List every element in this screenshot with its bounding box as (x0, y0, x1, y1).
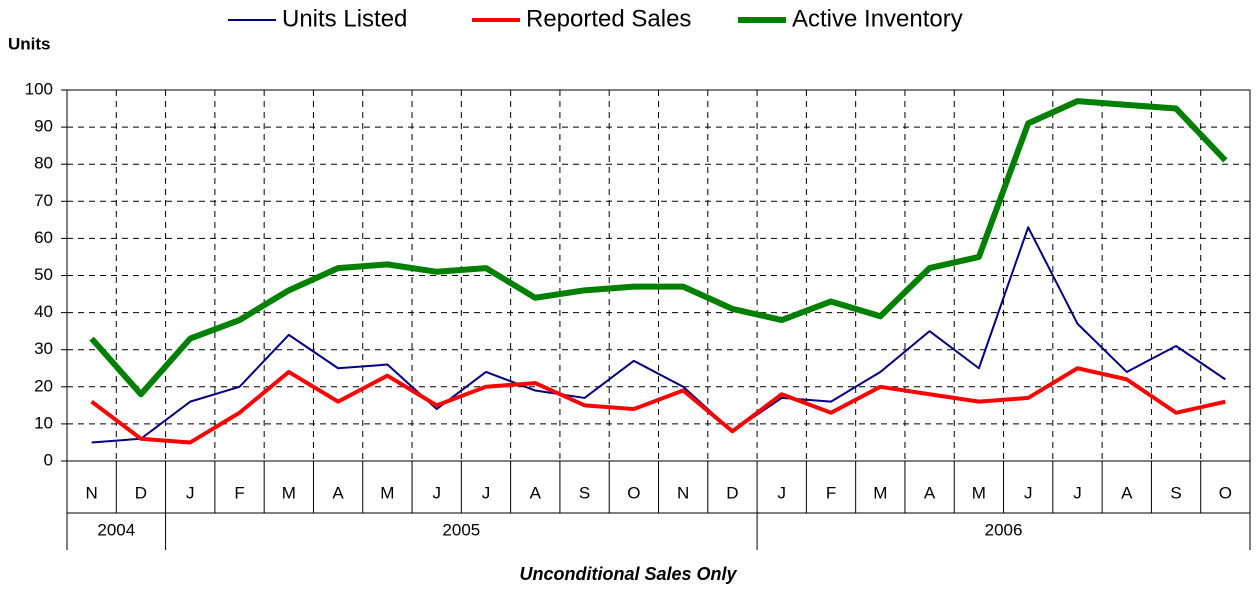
x-tick-label: O (627, 483, 640, 502)
y-tick-label: 40 (34, 302, 53, 321)
y-tick-label: 10 (34, 413, 53, 432)
x-tick-label: A (1121, 483, 1133, 502)
series-line (91, 226, 1226, 444)
x-tick-label: S (579, 483, 590, 502)
x-tick-label: F (826, 483, 836, 502)
x-tick-label: M (282, 483, 296, 502)
y-tick-label: 50 (34, 265, 53, 284)
y-tick-label: 70 (34, 191, 53, 210)
x-tick-label: M (380, 483, 394, 502)
y-tick-label: 60 (34, 228, 53, 247)
x-tick-label: A (924, 483, 936, 502)
x-tick-label: J (1024, 483, 1033, 502)
x-tick-label: N (86, 483, 98, 502)
y-tick-label: 80 (34, 154, 53, 173)
x-tick-label: A (530, 483, 542, 502)
y-tick-label: 100 (25, 79, 53, 98)
x-tick-label: O (1219, 483, 1232, 502)
series-line (89, 98, 1228, 398)
x-tick-label: J (186, 483, 195, 502)
x-tick-label: F (234, 483, 244, 502)
x-tick-label: N (677, 483, 689, 502)
y-tick-label: 90 (34, 117, 53, 136)
footnote: Unconditional Sales Only (519, 564, 737, 584)
legend-label: Active Inventory (792, 5, 963, 32)
x-tick-label: M (972, 483, 986, 502)
x-tick-label: J (432, 483, 441, 502)
y-axis-title: Units (8, 34, 51, 53)
x-tick-label: M (873, 483, 887, 502)
x-tick-label: J (777, 483, 786, 502)
x-tick-label: A (332, 483, 344, 502)
year-label: 2006 (985, 520, 1023, 539)
series-line (90, 366, 1226, 445)
x-tick-label: J (1073, 483, 1082, 502)
y-tick-label: 20 (34, 376, 53, 395)
y-tick-label: 0 (44, 450, 53, 469)
year-label: 2005 (442, 520, 480, 539)
y-tick-label: 30 (34, 339, 53, 358)
x-tick-label: S (1170, 483, 1181, 502)
x-tick-label: D (135, 483, 147, 502)
legend-label: Units Listed (282, 5, 407, 32)
x-tick-label: J (482, 483, 491, 502)
x-tick-label: D (726, 483, 738, 502)
year-label: 2004 (97, 520, 135, 539)
legend-label: Reported Sales (526, 5, 691, 32)
